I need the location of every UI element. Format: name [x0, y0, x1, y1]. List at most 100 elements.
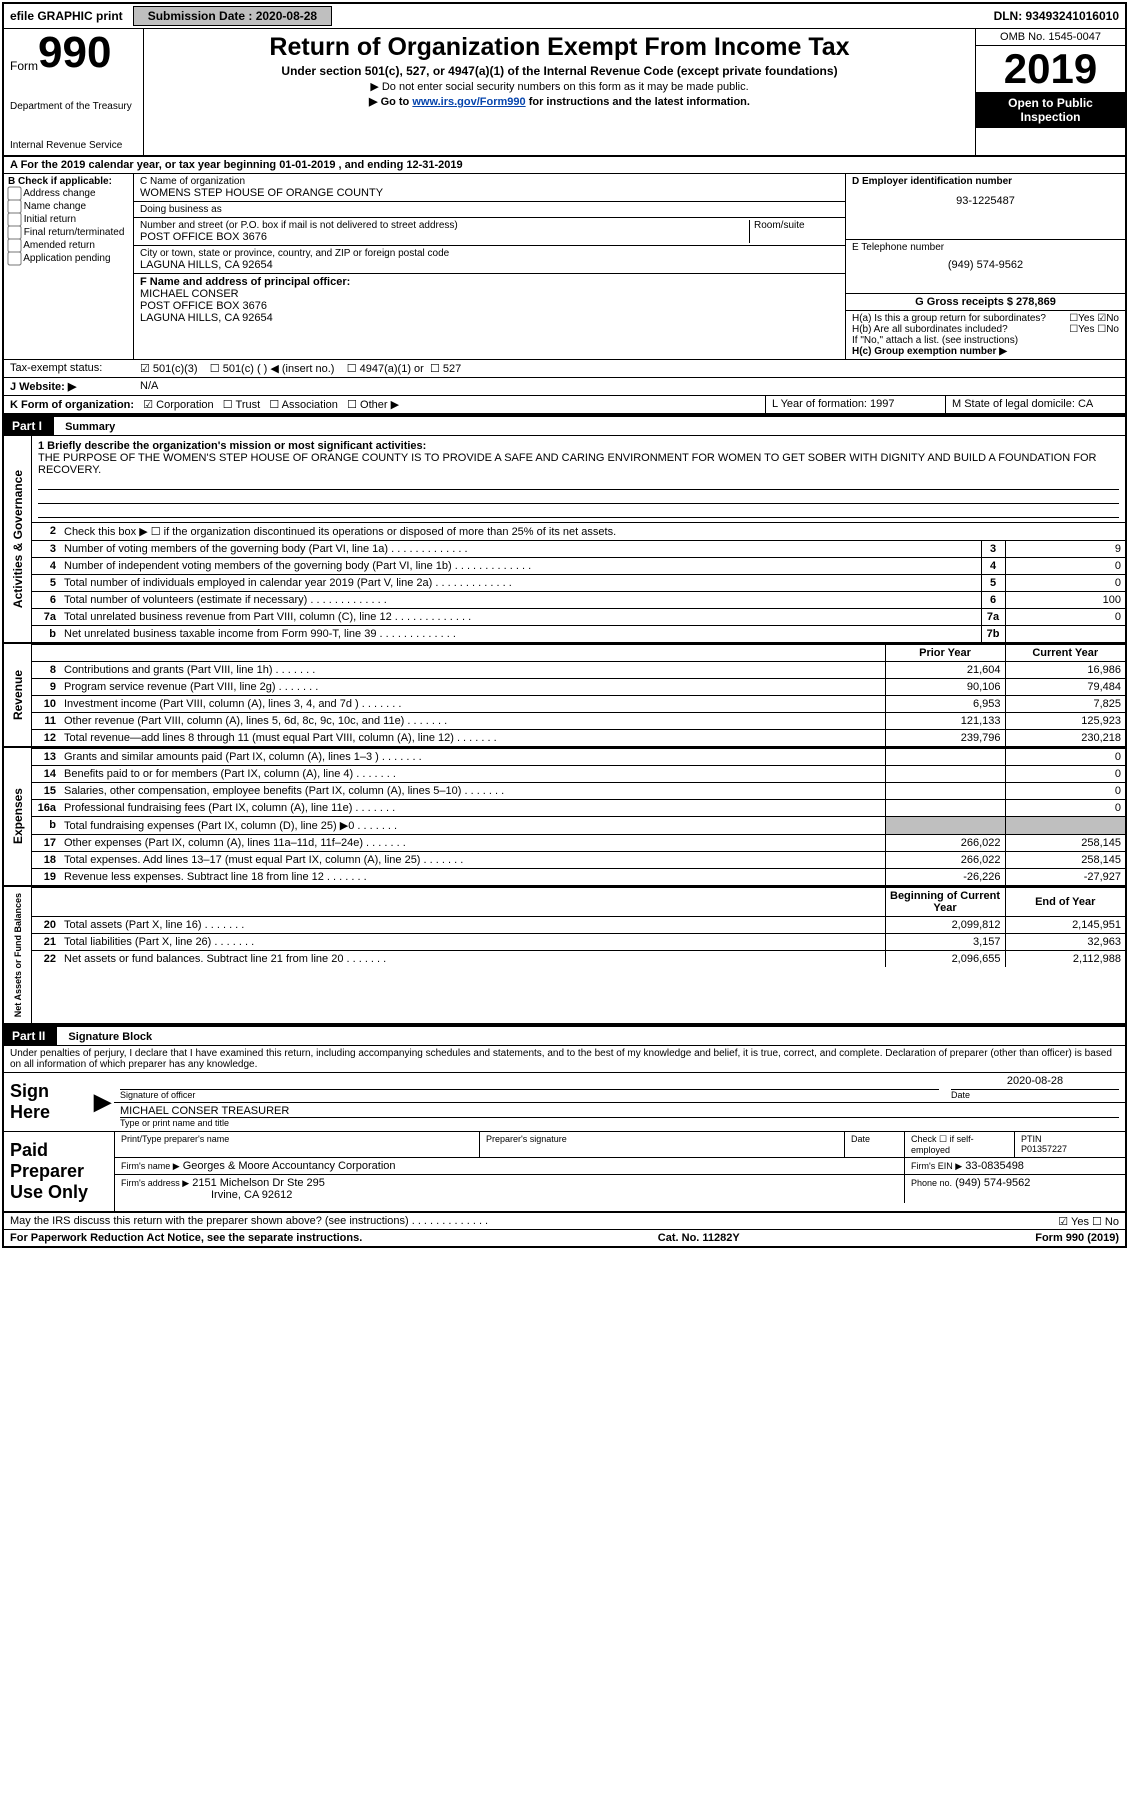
- sign-row2: MICHAEL CONSER TREASURER Type or print n…: [114, 1103, 1125, 1130]
- table-row: 4Number of independent voting members of…: [32, 557, 1125, 574]
- side-activities-lbl: Activities & Governance: [9, 464, 27, 614]
- discuss-text: May the IRS discuss this return with the…: [10, 1215, 409, 1227]
- penalties-text: Under penalties of perjury, I declare th…: [4, 1046, 1125, 1073]
- table-row: 9Program service revenue (Part VIII, lin…: [32, 678, 1125, 695]
- side-activities: Activities & Governance: [4, 436, 32, 642]
- website-lbl: J Website: ▶: [4, 378, 134, 395]
- discuss-yesno: ☑ Yes ☐ No: [1058, 1215, 1119, 1228]
- opt-501c: 501(c) ( ) ◀ (insert no.): [223, 363, 335, 375]
- state-domicile: M State of legal domicile: CA: [945, 396, 1125, 413]
- prep-sig-lbl: Preparer's signature: [480, 1132, 845, 1157]
- opt-assoc: Association: [282, 399, 338, 411]
- side-net: Net Assets or Fund Balances: [4, 887, 32, 1023]
- part2-title: Signature Block: [60, 1031, 152, 1043]
- phone-lbl: E Telephone number: [852, 242, 1119, 253]
- city-val: LAGUNA HILLS, CA 92654: [140, 259, 839, 271]
- sign-arrow1: ▶: [94, 1073, 114, 1131]
- year-formation: L Year of formation: 1997: [765, 396, 945, 413]
- tax-exempt-row: Tax-exempt status: ☑ 501(c)(3) ☐ 501(c) …: [4, 360, 1125, 378]
- mission-line2: [38, 490, 1119, 504]
- chk-initial-return[interactable]: Initial return: [8, 213, 129, 226]
- ha-lbl: H(a) Is this a group return for subordin…: [852, 313, 1046, 324]
- table-row: 19Revenue less expenses. Subtract line 1…: [32, 868, 1125, 885]
- col-b-checkboxes: B Check if applicable: Address change Na…: [4, 174, 134, 359]
- dept-treasury: Department of the Treasury: [10, 101, 137, 112]
- net-table: Beginning of Current YearEnd of Year20To…: [32, 887, 1125, 967]
- chk-final-return[interactable]: Final return/terminated: [8, 226, 129, 239]
- chk-address-change[interactable]: Address change: [8, 187, 129, 200]
- form-page: efile GRAPHIC print Submission Date : 20…: [2, 2, 1127, 1248]
- table-row: 7aTotal unrelated business revenue from …: [32, 608, 1125, 625]
- header-mid: Return of Organization Exempt From Incom…: [144, 29, 975, 155]
- mission-line1: [38, 476, 1119, 490]
- sign-here-lbl: Sign Here: [4, 1073, 94, 1131]
- section-expenses: Expenses 13Grants and similar amounts pa…: [4, 748, 1125, 887]
- gov-table: 2Check this box ▶ ☐ if the organization …: [32, 522, 1125, 642]
- form990-link[interactable]: www.irs.gov/Form990: [412, 96, 525, 108]
- part1-label: Part I: [4, 417, 54, 435]
- section-netassets: Net Assets or Fund Balances Beginning of…: [4, 887, 1125, 1025]
- prep-ptin-box: PTIN P01357227: [1015, 1132, 1125, 1157]
- sign-date: 2020-08-28: [951, 1075, 1119, 1089]
- table-row: 13Grants and similar amounts paid (Part …: [32, 748, 1125, 765]
- table-row: 5Total number of individuals employed in…: [32, 574, 1125, 591]
- section-revenue: Revenue Prior YearCurrent Year8Contribut…: [4, 644, 1125, 748]
- table-row: bNet unrelated business taxable income f…: [32, 625, 1125, 642]
- subtitle3: ▶ Go to www.irs.gov/Form990 for instruct…: [152, 95, 967, 108]
- prep-row1: Print/Type preparer's name Preparer's si…: [115, 1132, 1125, 1158]
- footer-mid: Cat. No. 11282Y: [658, 1232, 740, 1244]
- prep-name-lbl: Print/Type preparer's name: [115, 1132, 480, 1157]
- org-name: WOMENS STEP HOUSE OF ORANGE COUNTY: [140, 187, 839, 199]
- opt-4947: 4947(a)(1) or: [360, 363, 424, 375]
- dba-lbl: Doing business as: [140, 204, 839, 215]
- formorg-opts: K Form of organization: ☑ Corporation ☐ …: [4, 396, 765, 413]
- side-net-lbl: Net Assets or Fund Balances: [11, 887, 25, 1023]
- firm-addr-lbl: Firm's address ▶: [121, 1178, 189, 1188]
- chk-application-pending[interactable]: Application pending: [8, 252, 129, 265]
- prep-row2: Firm's name ▶ Georges & Moore Accountanc…: [115, 1158, 1125, 1175]
- form-number: 990: [38, 33, 111, 73]
- ein-val: 93-1225487: [852, 195, 1119, 207]
- chk-name-change[interactable]: Name change: [8, 200, 129, 213]
- sub3-pre: ▶ Go to: [369, 96, 412, 108]
- h-section: H(a) Is this a group return for subordin…: [846, 310, 1125, 359]
- addr-val: POST OFFICE BOX 3676: [140, 231, 749, 243]
- subtitle1: Under section 501(c), 527, or 4947(a)(1)…: [152, 64, 967, 78]
- chk-amended-return[interactable]: Amended return: [8, 239, 129, 252]
- submission-date-button[interactable]: Submission Date : 2020-08-28: [133, 6, 332, 26]
- h-note: If "No," attach a list. (see instruction…: [852, 335, 1119, 346]
- firm-name-cell: Firm's name ▶ Georges & Moore Accountanc…: [115, 1158, 905, 1174]
- subtitle2: ▶ Do not enter social security numbers o…: [152, 80, 967, 93]
- prep-row3: Firm's address ▶ 2151 Michelson Dr Ste 2…: [115, 1175, 1125, 1203]
- website-val: N/A: [134, 378, 164, 395]
- phone-val: (949) 574-9562: [852, 259, 1119, 271]
- section-activities: Activities & Governance 1 Briefly descri…: [4, 436, 1125, 644]
- table-row: 14Benefits paid to or for members (Part …: [32, 765, 1125, 782]
- officer-name: MICHAEL CONSER: [140, 288, 839, 300]
- ha-row: H(a) Is this a group return for subordin…: [852, 313, 1119, 324]
- mission-line3: [38, 504, 1119, 518]
- gross-box: G Gross receipts $ 278,869: [846, 294, 1125, 310]
- hc-lbl: H(c) Group exemption number ▶: [852, 346, 1119, 357]
- sign-date-lbl: Date: [951, 1089, 1119, 1100]
- ein-box: D Employer identification number 93-1225…: [846, 174, 1125, 240]
- header-left: Form 990 Department of the Treasury Inte…: [4, 29, 144, 155]
- sign-block: Sign Here ▶ Signature of officer 2020-08…: [4, 1073, 1125, 1132]
- part2-header: Part II Signature Block: [4, 1025, 1125, 1046]
- sign-row1: Signature of officer 2020-08-28 Date: [114, 1073, 1125, 1103]
- taxexempt-opts: ☑ 501(c)(3) ☐ 501(c) ( ) ◀ (insert no.) …: [134, 360, 467, 377]
- officer-box: F Name and address of principal officer:…: [134, 274, 845, 326]
- rev-table: Prior YearCurrent Year8Contributions and…: [32, 644, 1125, 746]
- opt-other: Other ▶: [360, 399, 399, 411]
- table-row: 10Investment income (Part VIII, column (…: [32, 695, 1125, 712]
- firm-name-val: Georges & Moore Accountancy Corporation: [183, 1160, 396, 1172]
- website-row: J Website: ▶ N/A: [4, 378, 1125, 396]
- sign-name-title: MICHAEL CONSER TREASURER: [120, 1105, 1119, 1117]
- table-row: 3Number of voting members of the governi…: [32, 540, 1125, 557]
- room-lbl: Room/suite: [754, 220, 839, 231]
- gross-val: G Gross receipts $ 278,869: [852, 296, 1119, 308]
- table-row: 2Check this box ▶ ☐ if the organization …: [32, 522, 1125, 540]
- officer-addr1: POST OFFICE BOX 3676: [140, 300, 839, 312]
- prep-phone-val: (949) 574-9562: [955, 1177, 1030, 1189]
- preparer-fields: Print/Type preparer's name Preparer's si…: [114, 1132, 1125, 1211]
